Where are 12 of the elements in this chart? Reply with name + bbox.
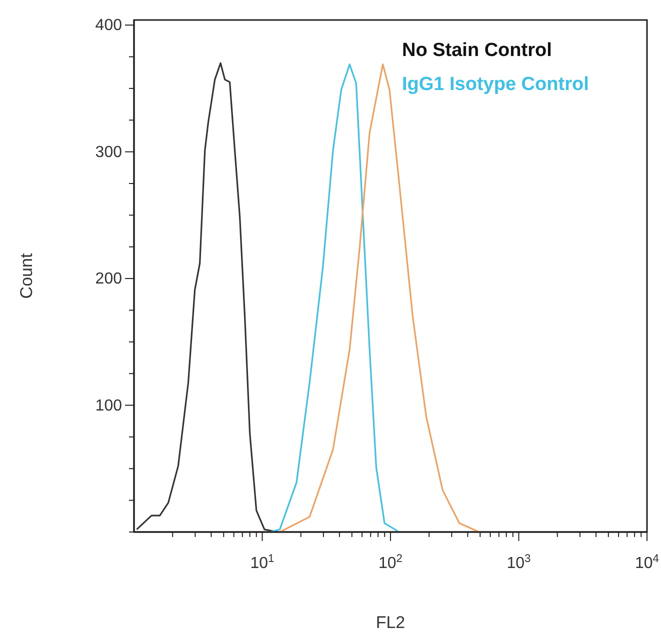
text: IgG1 Isotype Control	[402, 74, 589, 95]
x-axis-title: FL2	[376, 613, 406, 632]
text: No Stain Control	[402, 40, 552, 61]
y-tick-label: 200	[95, 270, 122, 288]
y-tick-label: 100	[95, 397, 122, 414]
y-tick-label: 400	[95, 17, 122, 34]
x-tick-label: 10$^{3}$	[506, 553, 531, 572]
x-tick-label: 10$^{1}$	[250, 553, 274, 572]
y-tick-label: 300	[95, 144, 122, 161]
y-axis-title: Count	[17, 253, 36, 299]
x-tick-label: 10$^{4}$	[634, 553, 660, 572]
x-tick-label: 10$^{2}$	[378, 553, 403, 572]
